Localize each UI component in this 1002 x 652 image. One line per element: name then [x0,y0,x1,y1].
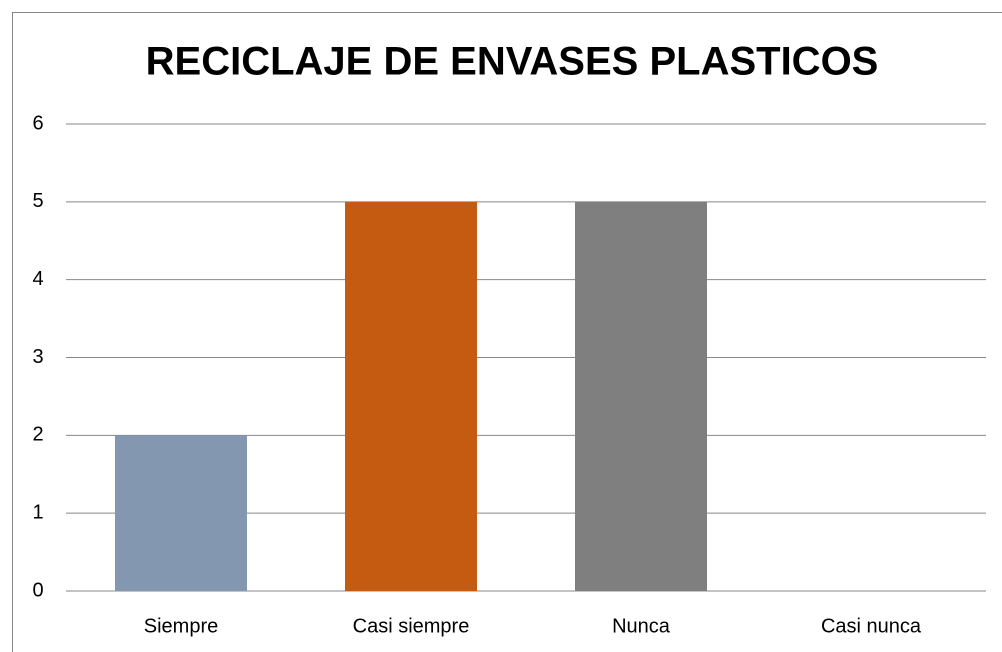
bar [345,201,477,592]
chart-title: RECICLAJE DE ENVASES PLASTICOS [146,40,879,84]
x-tick-label: Siempre [144,615,218,637]
y-tick-label: 2 [32,424,43,446]
y-tick-label: 6 [32,112,43,134]
y-tick-label: 0 [32,579,43,601]
x-tick-label: Casi siempre [353,615,470,637]
bar [115,435,247,591]
y-tick-label: 5 [32,190,43,212]
y-tick-label: 4 [32,268,43,290]
y-tick-label: 3 [32,346,43,368]
x-tick-label: Casi nunca [821,615,922,637]
x-tick-label: Nunca [612,615,671,637]
bar [575,201,707,592]
y-tick-label: 1 [32,501,43,523]
